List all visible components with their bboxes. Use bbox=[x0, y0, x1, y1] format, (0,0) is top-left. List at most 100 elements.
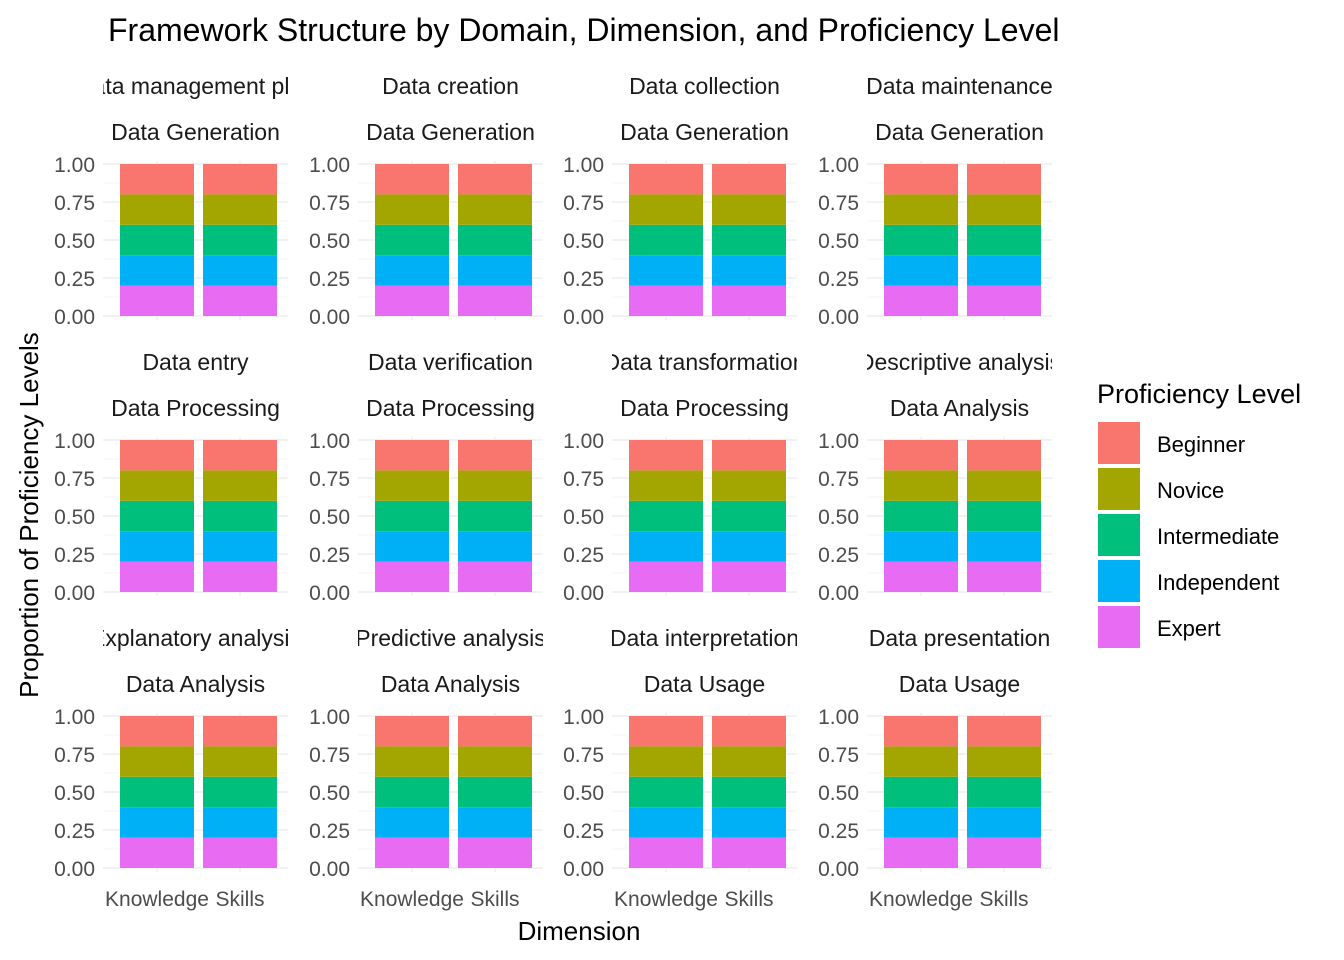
bar-segment-expert bbox=[120, 838, 194, 868]
bar-segment-expert bbox=[120, 562, 194, 592]
y-tick-label: 0.75 bbox=[309, 192, 350, 215]
bar-segment-independent bbox=[375, 807, 449, 837]
x-tick-label: Skills bbox=[724, 888, 773, 911]
y-tick-label: 1.00 bbox=[818, 154, 859, 177]
y-tick-label: 0.50 bbox=[54, 506, 95, 529]
facet-strip-top: Data interpretation bbox=[610, 625, 799, 651]
bar-segment-beginner bbox=[375, 440, 449, 470]
facet-strip-top: Data maintenance bbox=[866, 73, 1053, 99]
facet-panel: Data verification Data Processing 0.00 0.25… bbox=[309, 349, 543, 605]
bar-segment-intermediate bbox=[884, 777, 958, 807]
bar-segment-expert bbox=[203, 838, 277, 868]
bar-segment-novice bbox=[629, 746, 703, 776]
y-tick-label: 1.00 bbox=[309, 706, 350, 729]
y-tick-label: 1.00 bbox=[563, 430, 604, 453]
bar-segment-beginner bbox=[458, 716, 532, 746]
y-tick-label: 0.00 bbox=[563, 306, 604, 329]
bar-segment-novice bbox=[203, 470, 277, 500]
y-tick-label: 0.50 bbox=[563, 230, 604, 253]
bar-segment-beginner bbox=[712, 440, 786, 470]
bar-segment-expert bbox=[629, 286, 703, 316]
bar-segment-independent bbox=[967, 807, 1041, 837]
bar-segment-independent bbox=[967, 531, 1041, 561]
facet-strip-top: Descriptive analysis bbox=[858, 349, 1061, 375]
x-tick-label: Knowledge bbox=[614, 888, 718, 911]
y-tick-label: 0.00 bbox=[309, 858, 350, 881]
y-tick-label: 0.75 bbox=[309, 468, 350, 491]
bar-segment-intermediate bbox=[203, 501, 277, 531]
bar-segment-independent bbox=[375, 531, 449, 561]
facet-strip-top: Data presentation bbox=[869, 625, 1051, 651]
y-tick-label: 0.75 bbox=[563, 468, 604, 491]
bar-segment-intermediate bbox=[712, 777, 786, 807]
legend: Proficiency Level Beginner Novice Intermedi… bbox=[1097, 379, 1301, 648]
x-tick-label: Skills bbox=[215, 888, 264, 911]
legend-label: Novice bbox=[1157, 478, 1224, 503]
bar-segment-beginner bbox=[967, 164, 1041, 194]
bar-segment-independent bbox=[884, 255, 958, 285]
bar-segment-beginner bbox=[884, 440, 958, 470]
bar-segment-expert bbox=[375, 286, 449, 316]
y-tick-label: 0.25 bbox=[54, 820, 95, 843]
bar-segment-independent bbox=[629, 255, 703, 285]
bar-segment-beginner bbox=[203, 164, 277, 194]
legend-item: Expert bbox=[1098, 606, 1221, 648]
y-tick-label: 0.50 bbox=[54, 782, 95, 805]
bar-segment-intermediate bbox=[884, 501, 958, 531]
legend-label: Independent bbox=[1157, 570, 1279, 595]
y-tick-label: 1.00 bbox=[563, 154, 604, 177]
bar-segment-independent bbox=[629, 531, 703, 561]
bar-segment-novice bbox=[120, 194, 194, 224]
facet-strip-top: Data verification bbox=[368, 349, 533, 375]
y-tick-label: 0.50 bbox=[563, 782, 604, 805]
y-tick-label: 0.00 bbox=[818, 858, 859, 881]
legend-title: Proficiency Level bbox=[1097, 379, 1301, 409]
y-tick-label: 0.25 bbox=[54, 268, 95, 291]
y-tick-label: 1.00 bbox=[309, 430, 350, 453]
bar-segment-novice bbox=[629, 470, 703, 500]
bar-segment-expert bbox=[967, 838, 1041, 868]
bar-segment-intermediate bbox=[375, 225, 449, 255]
facet-strip-top: Data collection bbox=[629, 73, 780, 99]
y-tick-label: 0.25 bbox=[818, 820, 859, 843]
y-tick-label: 0.00 bbox=[54, 582, 95, 605]
bar-segment-expert bbox=[375, 838, 449, 868]
facet-strip-bottom: Data Generation bbox=[366, 119, 535, 145]
y-tick-label: 0.25 bbox=[818, 544, 859, 567]
y-tick-label: 0.00 bbox=[818, 306, 859, 329]
bar-segment-novice bbox=[884, 746, 958, 776]
x-tick-label: Knowledge bbox=[869, 888, 973, 911]
legend-item: Intermediate bbox=[1098, 514, 1279, 556]
legend-label: Beginner bbox=[1157, 432, 1245, 457]
bar-segment-beginner bbox=[712, 164, 786, 194]
bar-segment-beginner bbox=[629, 440, 703, 470]
y-tick-label: 0.75 bbox=[54, 192, 95, 215]
y-tick-label: 0.75 bbox=[818, 468, 859, 491]
facet-panel: Explanatory analysis Data Analysis 0.00 0.2… bbox=[54, 625, 301, 911]
bar-segment-novice bbox=[712, 746, 786, 776]
bar-segment-beginner bbox=[967, 716, 1041, 746]
bar-segment-beginner bbox=[120, 440, 194, 470]
bar-segment-expert bbox=[203, 286, 277, 316]
bar-segment-expert bbox=[203, 562, 277, 592]
facet-strip-bottom: Data Usage bbox=[644, 671, 765, 697]
y-tick-label: 0.50 bbox=[54, 230, 95, 253]
legend-key bbox=[1098, 468, 1140, 510]
bar-segment-expert bbox=[629, 838, 703, 868]
bar-segment-intermediate bbox=[375, 777, 449, 807]
bar-segment-novice bbox=[458, 194, 532, 224]
bar-segment-expert bbox=[884, 838, 958, 868]
bar-segment-intermediate bbox=[967, 777, 1041, 807]
legend-key bbox=[1098, 514, 1140, 556]
bar-segment-novice bbox=[967, 746, 1041, 776]
facet-strip-bottom: Data Processing bbox=[366, 395, 535, 421]
facet-strip-bottom: Data Analysis bbox=[126, 671, 265, 697]
facet-strip-bottom: Data Generation bbox=[620, 119, 789, 145]
y-tick-label: 0.25 bbox=[309, 544, 350, 567]
bar-segment-beginner bbox=[712, 716, 786, 746]
bar-segment-expert bbox=[967, 562, 1041, 592]
legend-item: Independent bbox=[1098, 560, 1279, 602]
facet-panel: Data transformation Data Processing 0.00 0.… bbox=[563, 349, 805, 605]
legend-key bbox=[1098, 560, 1140, 602]
bar-segment-novice bbox=[458, 470, 532, 500]
